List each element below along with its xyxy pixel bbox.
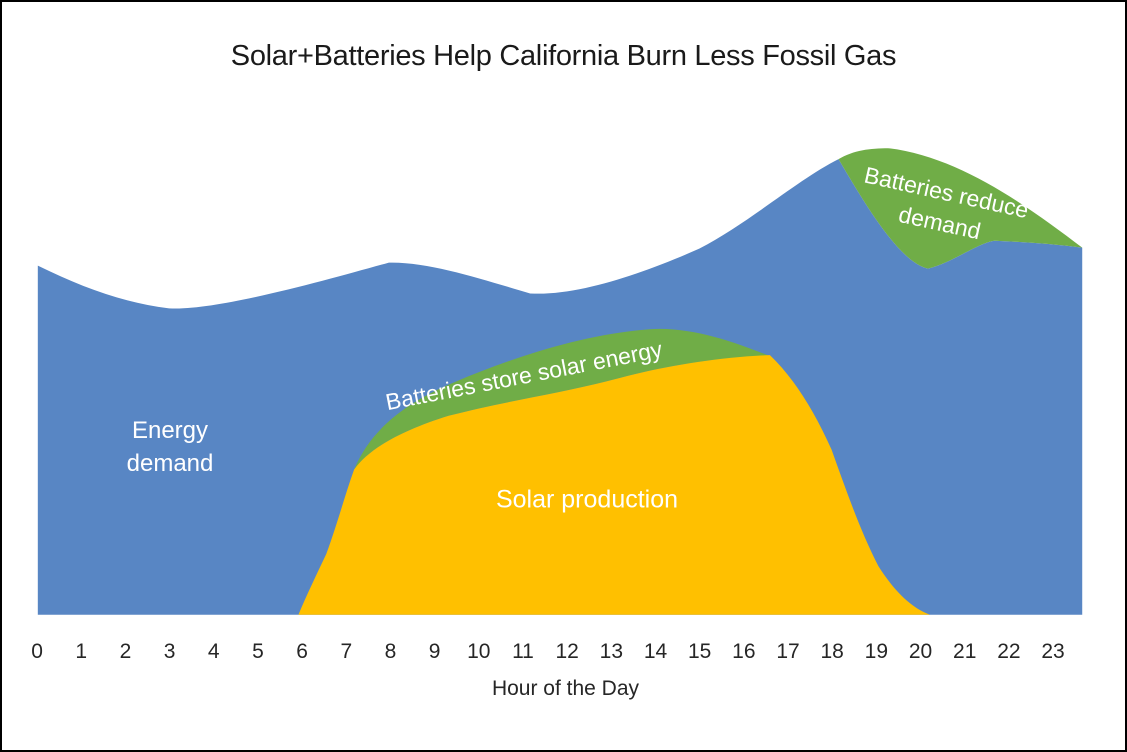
x-tick: 20 [908, 640, 933, 663]
x-tick: 3 [163, 640, 176, 663]
x-tick: 17 [776, 640, 800, 663]
energy-demand-label-line2: demand [126, 450, 214, 477]
x-tick: 13 [599, 640, 623, 663]
energy-demand-label: Energy demand [127, 414, 214, 480]
solar-production-label: Solar production [495, 485, 679, 514]
energy-demand-label-line1: Energy [131, 417, 209, 444]
x-tick: 16 [732, 640, 756, 663]
x-tick: 23 [1041, 640, 1065, 663]
x-tick: 4 [207, 640, 220, 663]
x-tick: 8 [384, 640, 397, 663]
x-tick: 18 [820, 640, 844, 663]
x-tick: 7 [340, 640, 353, 663]
x-tick: 12 [555, 640, 579, 663]
x-tick: 15 [687, 640, 712, 663]
x-tick: 19 [864, 640, 889, 663]
x-tick: 0 [31, 640, 43, 663]
x-tick: 21 [953, 640, 977, 663]
x-tick: 14 [643, 640, 668, 663]
solar-production-area [298, 355, 931, 615]
x-tick: 10 [467, 640, 491, 663]
battery-discharge-area [838, 148, 1083, 269]
x-axis-title: Hour of the Day [491, 677, 640, 700]
chart-title: Solar+Batteries Help California Burn Les… [230, 40, 897, 72]
x-tick: 9 [428, 640, 441, 663]
x-tick: 2 [119, 640, 132, 663]
x-tick: 1 [75, 640, 88, 663]
x-tick: 11 [512, 640, 534, 663]
x-axis-tick-labels: 0 1 2 3 4 5 6 7 8 9 10 11 12 13 14 15 16… [15, 640, 1075, 664]
battery-charge-area [354, 328, 770, 470]
x-tick: 6 [296, 640, 308, 663]
x-tick: 5 [252, 640, 264, 663]
x-tick: 22 [997, 640, 1021, 663]
